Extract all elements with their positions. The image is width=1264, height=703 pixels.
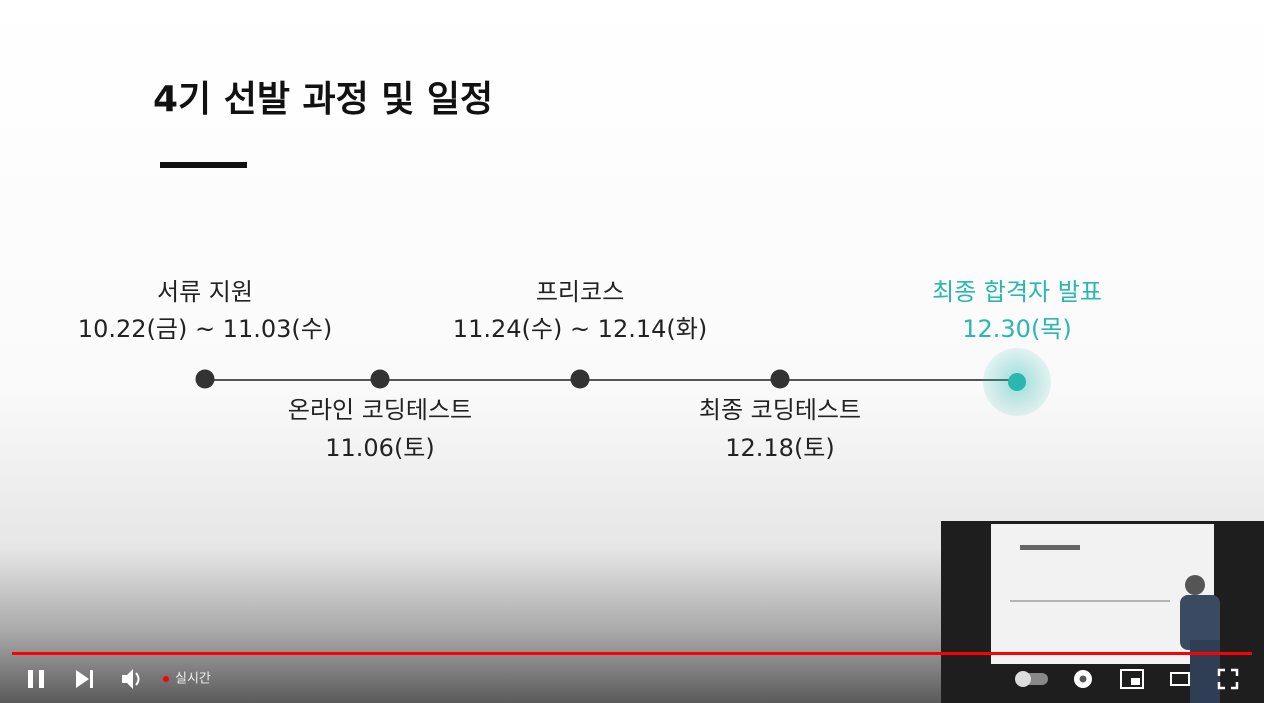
step-date: 11.24(수) ~ 12.14(화) [453,315,707,343]
progress-bar[interactable] [12,652,1252,655]
step-date: 11.06(토) [325,434,435,462]
step-label: 온라인 코딩테스트 [288,396,472,424]
slide-title: 4기 선발 과정 및 일정 [153,79,493,120]
settings-button[interactable] [1074,670,1092,688]
timeline-dot [770,369,790,389]
autoplay-toggle[interactable] [1015,671,1048,687]
timeline-dot [195,369,215,389]
timeline-dot [570,369,590,389]
live-dot [163,676,169,682]
miniplayer-button[interactable] [1120,669,1144,689]
camera-inset [941,521,1264,703]
fullscreen-button[interactable] [1217,668,1239,690]
step-date: 12.30(목) [962,315,1072,343]
next-button[interactable] [76,670,93,688]
title-underline [160,162,247,168]
step-label: 서류 지원 [157,278,253,306]
step-label: 프리코스 [536,278,624,306]
timeline-dot [370,369,390,389]
timeline-dot [1008,373,1026,391]
step-label: 최종 코딩테스트 [699,396,861,424]
controls: 실시간 [28,668,1239,690]
pause-button[interactable] [28,670,44,688]
step-date: 10.22(금) ~ 11.03(수) [78,315,332,343]
timeline: 서류 지원 10.22(금) ~ 11.03(수) 온라인 코딩테스트 11.06(토… [78,278,1102,462]
step-date: 12.18(토) [725,434,835,462]
step-label: 최종 합격자 발표 [932,278,1102,306]
live-label: 실시간 [175,672,211,687]
volume-button[interactable] [122,669,140,689]
theater-button[interactable] [1170,672,1190,686]
